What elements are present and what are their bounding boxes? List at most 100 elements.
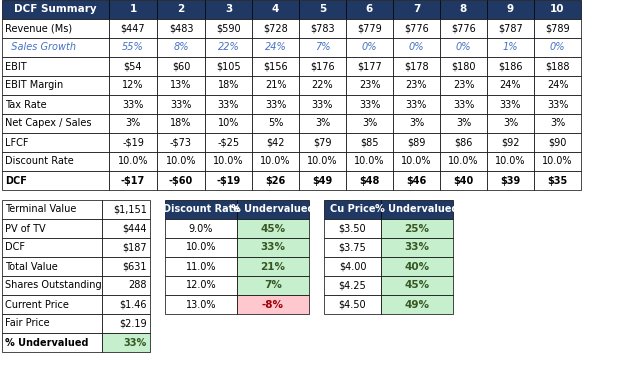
Text: $787: $787	[498, 23, 523, 34]
Text: 10.0%: 10.0%	[307, 156, 338, 167]
Text: 0%: 0%	[550, 43, 565, 52]
Text: 3: 3	[225, 5, 232, 14]
Text: $156: $156	[263, 61, 288, 72]
Bar	[102, 238, 150, 257]
Bar	[346, 19, 393, 38]
Text: 12%: 12%	[122, 81, 144, 90]
Text: 10%: 10%	[218, 118, 239, 129]
Text: LFCF: LFCF	[5, 138, 29, 147]
Text: $3.75: $3.75	[339, 242, 366, 253]
Bar	[2, 57, 109, 76]
Text: 33%: 33%	[500, 99, 521, 109]
Text: -8%: -8%	[262, 300, 284, 310]
Text: 33%: 33%	[265, 99, 286, 109]
Text: Sales Growth: Sales Growth	[5, 43, 76, 52]
Bar	[2, 38, 109, 57]
Bar	[534, 57, 581, 76]
Text: $48: $48	[359, 176, 380, 185]
Bar	[534, 76, 581, 95]
Text: $776: $776	[451, 23, 476, 34]
Text: $779: $779	[357, 23, 382, 34]
Text: % Undervalued: % Undervalued	[375, 204, 459, 215]
Text: DCF Summary: DCF Summary	[14, 5, 97, 14]
Text: 0%: 0%	[362, 43, 377, 52]
Text: $105: $105	[216, 61, 241, 72]
Text: $1,151: $1,151	[113, 204, 147, 215]
Bar	[440, 152, 487, 171]
Bar	[534, 152, 581, 171]
Text: 8: 8	[460, 5, 467, 14]
Text: $4.50: $4.50	[339, 300, 366, 310]
Text: 3%: 3%	[409, 118, 424, 129]
Text: $54: $54	[124, 61, 142, 72]
Bar	[299, 114, 346, 133]
Text: 1: 1	[129, 5, 136, 14]
Bar	[157, 38, 205, 57]
Text: $26: $26	[266, 176, 285, 185]
Text: 11.0%: 11.0%	[186, 262, 216, 271]
Text: 6: 6	[366, 5, 373, 14]
Text: 55%: 55%	[122, 43, 144, 52]
Text: 9.0%: 9.0%	[189, 224, 213, 233]
Text: Terminal Value: Terminal Value	[5, 204, 76, 215]
Bar	[440, 171, 487, 190]
Bar	[487, 19, 534, 38]
Bar	[381, 219, 453, 238]
Text: 23%: 23%	[406, 81, 428, 90]
Text: $187: $187	[122, 242, 147, 253]
Text: $46: $46	[406, 176, 427, 185]
Text: -$19: -$19	[122, 138, 144, 147]
Bar	[2, 171, 109, 190]
Bar	[109, 19, 157, 38]
Text: 23%: 23%	[359, 81, 380, 90]
Text: 10.0%: 10.0%	[186, 242, 216, 253]
Bar	[252, 95, 299, 114]
Bar	[252, 0, 299, 19]
Text: % Undervalued: % Undervalued	[231, 204, 315, 215]
Bar	[157, 19, 205, 38]
Text: $483: $483	[169, 23, 193, 34]
Text: 10.0%: 10.0%	[355, 156, 385, 167]
Bar	[2, 200, 102, 219]
Bar	[109, 57, 157, 76]
Text: 10.0%: 10.0%	[166, 156, 196, 167]
Bar	[487, 133, 534, 152]
Text: 8%: 8%	[173, 43, 189, 52]
Bar	[205, 95, 252, 114]
Bar	[346, 152, 393, 171]
Text: 22%: 22%	[218, 43, 239, 52]
Text: $92: $92	[501, 138, 520, 147]
Text: 3%: 3%	[503, 118, 518, 129]
Bar	[346, 76, 393, 95]
Bar	[205, 76, 252, 95]
Bar	[109, 38, 157, 57]
Bar	[205, 57, 252, 76]
Bar	[487, 95, 534, 114]
Bar	[102, 276, 150, 295]
Bar	[534, 171, 581, 190]
Bar	[102, 314, 150, 333]
Bar	[165, 200, 237, 219]
Text: $776: $776	[404, 23, 429, 34]
Bar	[324, 295, 381, 314]
Bar	[102, 295, 150, 314]
Bar	[393, 19, 440, 38]
Text: $3.50: $3.50	[339, 224, 366, 233]
Bar	[237, 219, 309, 238]
Text: $85: $85	[360, 138, 379, 147]
Text: 10.0%: 10.0%	[213, 156, 244, 167]
Text: $728: $728	[263, 23, 288, 34]
Bar	[299, 38, 346, 57]
Bar	[324, 238, 381, 257]
Bar	[487, 38, 534, 57]
Bar	[299, 152, 346, 171]
Bar	[440, 57, 487, 76]
Bar	[165, 257, 237, 276]
Text: $1.46: $1.46	[120, 300, 147, 310]
Bar	[393, 114, 440, 133]
Text: 40%: 40%	[404, 262, 429, 271]
Bar	[165, 219, 237, 238]
Bar	[157, 76, 205, 95]
Bar	[346, 171, 393, 190]
Bar	[440, 95, 487, 114]
